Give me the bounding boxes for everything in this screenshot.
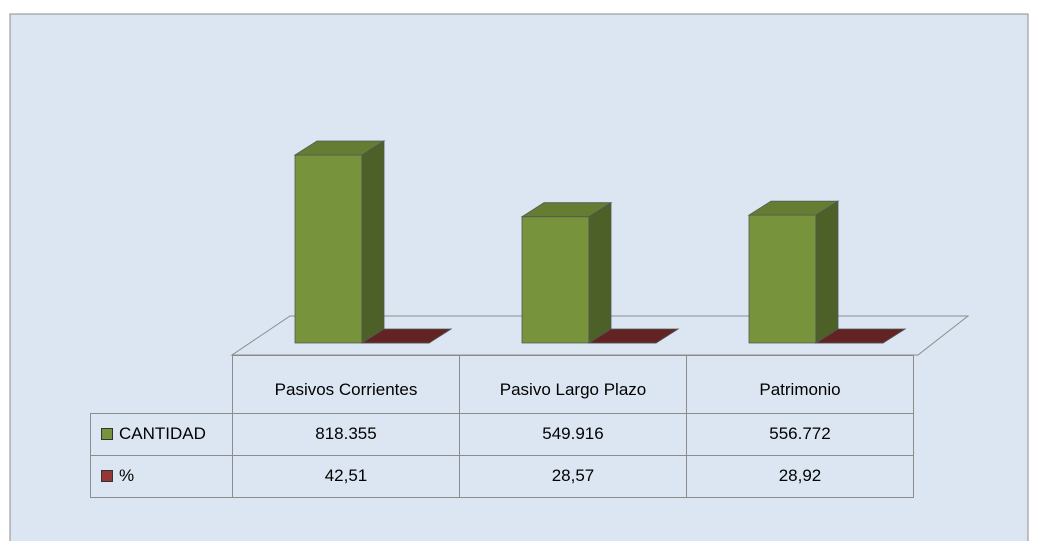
category-label: Patrimonio bbox=[686, 355, 914, 414]
legend-entry: % bbox=[90, 455, 233, 498]
bar-face bbox=[361, 140, 385, 344]
data-label: 818.355 bbox=[232, 413, 460, 456]
bar-face bbox=[294, 154, 363, 344]
bar-face bbox=[520, 202, 613, 218]
bar-face bbox=[815, 200, 839, 344]
bar-face bbox=[748, 214, 817, 344]
data-label: 28,57 bbox=[459, 455, 687, 498]
bar bbox=[520, 201, 613, 344]
bar bbox=[814, 328, 907, 344]
legend-entry: CANTIDAD bbox=[90, 413, 233, 456]
bar bbox=[747, 200, 840, 344]
category-label: Pasivo Largo Plazo bbox=[459, 355, 687, 414]
legend-swatch bbox=[101, 470, 113, 482]
bar-face bbox=[814, 328, 907, 344]
data-label: 549.916 bbox=[459, 413, 687, 456]
chart-area bbox=[9, 13, 1029, 541]
bar bbox=[587, 328, 680, 344]
legend-swatch bbox=[101, 428, 113, 440]
bar-face bbox=[360, 328, 453, 344]
bar bbox=[293, 140, 386, 344]
bar-face bbox=[587, 328, 680, 344]
bar-face bbox=[521, 216, 590, 344]
bar-face bbox=[747, 200, 840, 216]
data-label: 28,92 bbox=[686, 455, 914, 498]
bar-face bbox=[293, 140, 386, 156]
data-label: 42,51 bbox=[232, 455, 460, 498]
bar-face bbox=[588, 201, 612, 344]
category-label: Pasivos Corrientes bbox=[232, 355, 460, 414]
data-label: 556.772 bbox=[686, 413, 914, 456]
bar bbox=[360, 328, 453, 344]
